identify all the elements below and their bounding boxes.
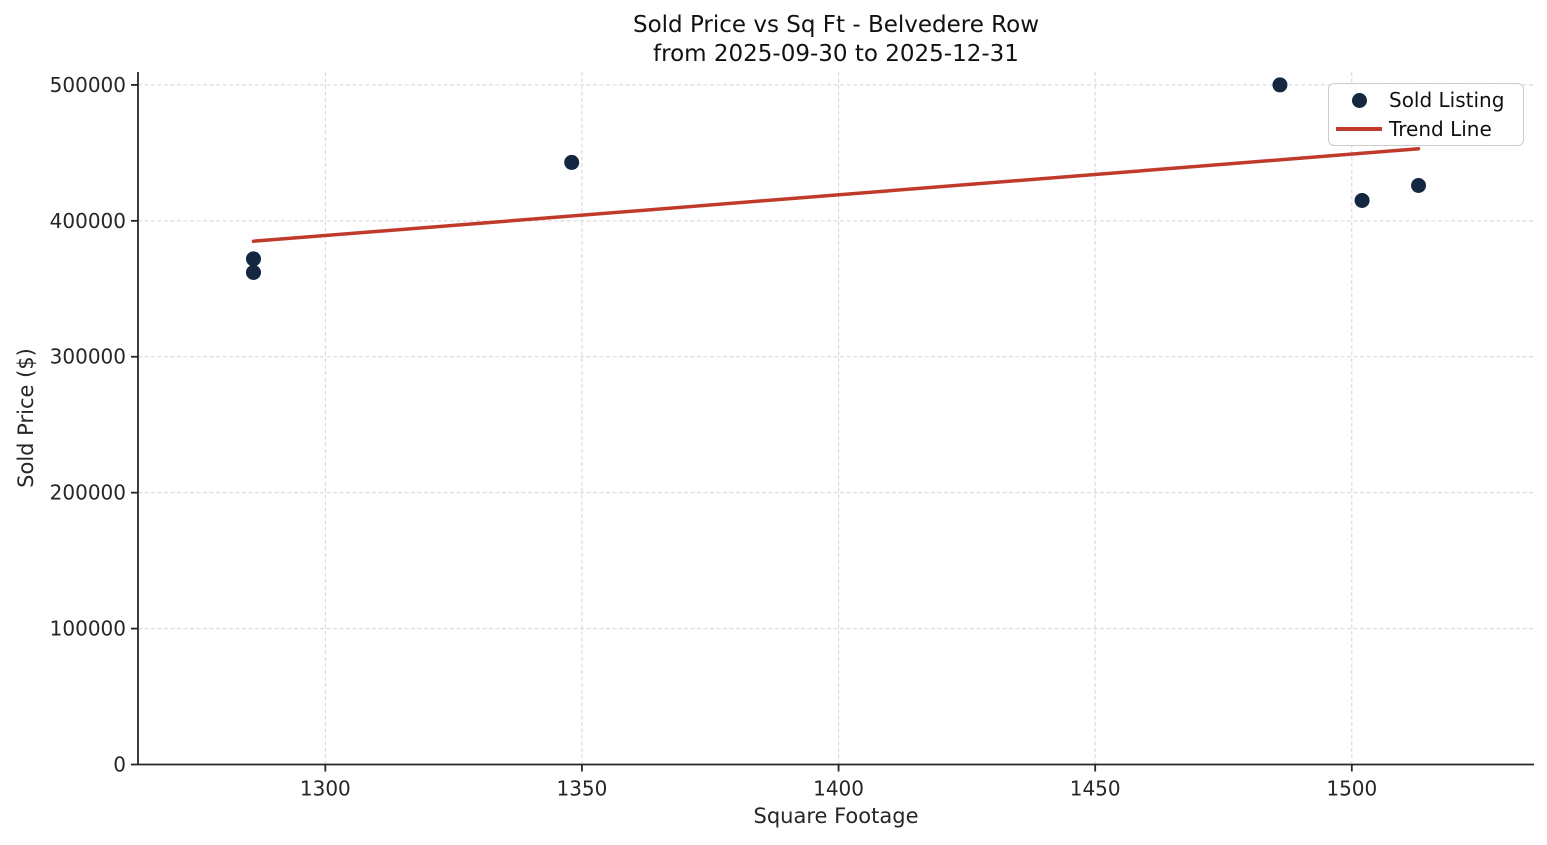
data-point xyxy=(1272,77,1288,93)
data-point xyxy=(564,154,580,170)
legend-label-sold-listing: Sold Listing xyxy=(1389,88,1505,112)
y-tick-label: 300000 xyxy=(50,345,126,369)
legend-item-trend-line: Trend Line xyxy=(1329,115,1523,144)
chart-title: Sold Price vs Sq Ft - Belvedere Row from… xyxy=(138,11,1534,69)
y-tick-label: 100000 xyxy=(50,617,126,641)
chart-title-line1: Sold Price vs Sq Ft - Belvedere Row xyxy=(632,12,1040,38)
legend-marker-cell xyxy=(1329,127,1389,131)
x-tick-label: 1450 xyxy=(1070,777,1121,801)
legend: Sold Listing Trend Line xyxy=(1328,83,1524,146)
data-point xyxy=(1411,177,1427,193)
data-point xyxy=(1354,192,1370,208)
legend-item-sold-listing: Sold Listing xyxy=(1329,86,1523,115)
y-tick-label: 200000 xyxy=(50,481,126,505)
trend-line xyxy=(251,147,1421,243)
x-tick-label: 1350 xyxy=(556,777,607,801)
x-tick-label: 1400 xyxy=(813,777,864,801)
data-point xyxy=(245,264,261,280)
y-tick-label: 400000 xyxy=(50,209,126,233)
legend-label-trend-line: Trend Line xyxy=(1389,117,1492,141)
chart-title-line2: from 2025-09-30 to 2025-12-31 xyxy=(653,41,1019,67)
y-tick-label: 0 xyxy=(113,753,126,777)
data-point xyxy=(245,251,261,267)
y-axis-label: Sold Price ($) xyxy=(14,348,38,488)
legend-marker-cell xyxy=(1329,92,1389,108)
trend-line-segment-icon xyxy=(1336,127,1382,131)
y-tick-label: 500000 xyxy=(50,73,126,97)
x-tick-label: 1300 xyxy=(300,777,351,801)
x-axis-label: Square Footage xyxy=(753,804,919,828)
x-tick-label: 1500 xyxy=(1326,777,1377,801)
sold-listing-dot-icon xyxy=(1351,92,1367,108)
